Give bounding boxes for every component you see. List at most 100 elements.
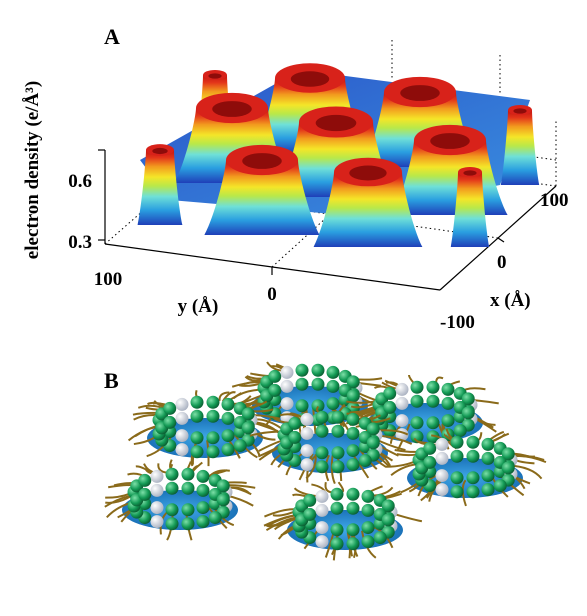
peak-crater (242, 153, 282, 169)
bead (423, 456, 436, 469)
peak-crater (513, 108, 526, 113)
bead (197, 484, 210, 497)
bead (482, 452, 495, 465)
bead (502, 461, 515, 474)
bead (466, 485, 479, 498)
bead (206, 431, 219, 444)
bead (296, 364, 309, 377)
bead (454, 424, 467, 437)
bead (451, 436, 464, 449)
bead (396, 397, 409, 410)
bead (482, 469, 495, 482)
bead (206, 410, 219, 423)
bead (316, 460, 329, 473)
bead (482, 438, 495, 451)
bead (316, 521, 329, 534)
bead (181, 482, 194, 495)
bead (316, 411, 329, 424)
bead (411, 381, 424, 394)
bead (362, 521, 375, 534)
z-tick-label: 0.6 (68, 171, 92, 192)
z-tick-label: 0.3 (68, 232, 92, 253)
y-tick-label: 100 (94, 269, 123, 290)
bead (374, 531, 387, 544)
bead (209, 511, 222, 524)
bead (451, 485, 464, 498)
bead (242, 421, 255, 434)
bead (316, 490, 329, 503)
bead (176, 398, 189, 411)
peak-crater (212, 101, 252, 117)
peak-crater (291, 71, 330, 86)
bead (181, 503, 194, 516)
bead (346, 502, 359, 515)
bead (316, 425, 329, 438)
bead (191, 445, 204, 458)
bead (217, 493, 230, 506)
bead (331, 460, 344, 473)
bead (331, 537, 344, 550)
bead (423, 442, 436, 455)
x-axis-title: x (Å) (490, 290, 531, 311)
bead (426, 416, 439, 429)
bead (331, 411, 344, 424)
bead (176, 443, 189, 456)
bead (301, 427, 314, 440)
bead (331, 425, 344, 438)
bead (316, 446, 329, 459)
bead (362, 535, 375, 548)
bead (281, 380, 294, 393)
bead (466, 450, 479, 463)
bead (383, 401, 396, 414)
bead (316, 535, 329, 548)
bead (151, 484, 164, 497)
bead (411, 416, 424, 429)
bead (367, 436, 380, 449)
bead (206, 396, 219, 409)
bead (281, 366, 294, 379)
bead (466, 436, 479, 449)
bead (462, 406, 475, 419)
bead (191, 410, 204, 423)
bead (426, 395, 439, 408)
bead (426, 381, 439, 394)
bead (436, 438, 449, 451)
bead (383, 387, 396, 400)
bead (303, 494, 316, 507)
bead (288, 417, 301, 430)
bead (151, 470, 164, 483)
bead (163, 416, 176, 429)
bead (347, 389, 360, 402)
y-axis-title: y (Å) (178, 296, 219, 317)
bead (442, 414, 455, 427)
bead (331, 502, 344, 515)
bead (396, 414, 409, 427)
bead (166, 482, 179, 495)
bead (327, 397, 340, 410)
bead (442, 397, 455, 410)
bead (316, 504, 329, 517)
bead (191, 396, 204, 409)
bead (466, 471, 479, 484)
bead (222, 398, 235, 411)
bead (296, 378, 309, 391)
bead (451, 450, 464, 463)
bead (138, 474, 151, 487)
peak-crater (316, 115, 357, 131)
z-axis-title: electron density (e/Å³) (22, 81, 43, 259)
bead (197, 470, 210, 483)
y-tick-label: 0 (267, 284, 277, 305)
figure: A electron density (e/Å³) 0.6 0.3 100 0 … (0, 0, 587, 616)
bead (346, 523, 359, 536)
bead (268, 384, 281, 397)
panel-label: A (104, 24, 120, 49)
bead (451, 471, 464, 484)
bead (163, 402, 176, 415)
bead (176, 429, 189, 442)
bead (197, 501, 210, 514)
bead (301, 444, 314, 457)
bead (327, 380, 340, 393)
bead (222, 412, 235, 425)
bead (181, 468, 194, 481)
bead (346, 537, 359, 550)
